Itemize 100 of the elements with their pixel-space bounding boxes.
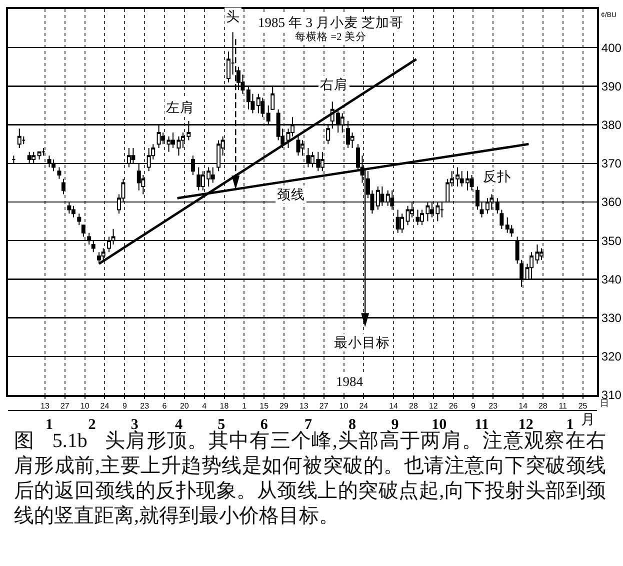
candlestick bbox=[67, 201, 72, 214]
candlestick bbox=[71, 205, 76, 218]
x-tick-label: 27 bbox=[60, 402, 70, 411]
candlestick bbox=[540, 248, 544, 260]
candlestick bbox=[406, 205, 410, 226]
candlestick bbox=[505, 216, 510, 234]
candlestick bbox=[535, 244, 540, 264]
candlestick bbox=[126, 147, 131, 168]
x-tick-label: 18 bbox=[220, 402, 230, 411]
candlestick bbox=[87, 232, 92, 245]
candlestick bbox=[376, 186, 380, 210]
candlestick bbox=[32, 151, 36, 164]
candlestick bbox=[296, 136, 300, 156]
candlestick bbox=[42, 147, 46, 156]
candlestick bbox=[256, 93, 260, 114]
candlestick bbox=[210, 166, 215, 184]
candlestick bbox=[386, 190, 390, 206]
candlestick bbox=[101, 248, 106, 260]
candlestick bbox=[416, 209, 420, 226]
x2-tick-label: 1 bbox=[566, 417, 574, 434]
annotation: 反扑 bbox=[483, 169, 511, 184]
y-tick-label: 320 bbox=[601, 350, 622, 364]
x2-tick-label: 4 bbox=[174, 417, 183, 434]
x-tick-label: 1 bbox=[242, 402, 247, 411]
annotation: 右肩 bbox=[320, 77, 348, 92]
annotation: 颈线 bbox=[277, 187, 305, 202]
x2-tick-label: 6 bbox=[260, 417, 268, 434]
annotation: 左肩 bbox=[166, 100, 194, 115]
candlestick bbox=[380, 186, 384, 206]
y-tick-label: 380 bbox=[601, 118, 622, 132]
x2-tick-label: 9 bbox=[391, 417, 399, 434]
x-tick-label: 28 bbox=[538, 402, 548, 411]
annotation: 最小目标 bbox=[334, 335, 390, 350]
y-tick-label: 370 bbox=[601, 156, 622, 171]
x-tick-label: 14 bbox=[518, 402, 528, 411]
candlestick bbox=[91, 240, 96, 253]
candlestick bbox=[326, 124, 330, 145]
candlestick bbox=[146, 147, 151, 172]
x-tick-label: 14 bbox=[389, 402, 399, 411]
candlestick bbox=[440, 201, 444, 218]
y-tick-label: 400 bbox=[601, 40, 622, 55]
x2-tick-label: 7 bbox=[304, 417, 312, 434]
y-tick-label: 350 bbox=[601, 234, 622, 248]
y-tick-label: 390 bbox=[601, 79, 622, 94]
candlestick bbox=[390, 190, 394, 210]
x2-tick-label: 8 bbox=[348, 417, 356, 434]
y-tick-label: 340 bbox=[601, 272, 622, 286]
y-tick-label: 330 bbox=[601, 310, 622, 325]
x2-tick-label: 2 bbox=[88, 417, 96, 434]
candlestick bbox=[190, 155, 195, 176]
candlestick bbox=[260, 97, 265, 118]
candlestick bbox=[136, 162, 141, 191]
candlestick bbox=[196, 166, 201, 191]
text: 每横格 =2 美分 bbox=[295, 30, 366, 43]
candlestick bbox=[400, 213, 404, 234]
x-tick-label: 23 bbox=[488, 402, 498, 411]
x-tick-label: 24 bbox=[359, 402, 369, 411]
candlestick bbox=[52, 159, 56, 172]
candlestick bbox=[476, 186, 480, 210]
candlestick bbox=[216, 140, 221, 172]
candlestick bbox=[37, 151, 42, 160]
x-tick-label: 9 bbox=[470, 402, 476, 411]
annotation: 1984 bbox=[336, 374, 364, 389]
x-tick-label: 6 bbox=[162, 402, 168, 411]
candlestick bbox=[346, 120, 350, 148]
x-tick-label: 24 bbox=[100, 402, 110, 411]
x-tick-label: 23 bbox=[140, 402, 150, 411]
candlestick bbox=[61, 178, 66, 195]
x-tick-label: 9 bbox=[122, 402, 128, 411]
x2-tick-label: 1 bbox=[46, 417, 54, 434]
candlestick bbox=[166, 136, 171, 152]
x-tick-label: 11 bbox=[558, 402, 568, 411]
candlestick bbox=[47, 155, 52, 168]
candlestick bbox=[57, 166, 62, 180]
x2-axis-title: 月 bbox=[581, 413, 595, 428]
candlestick bbox=[236, 66, 240, 91]
candlestick bbox=[306, 147, 310, 168]
candlestick bbox=[490, 194, 494, 210]
x-tick-label: 4 bbox=[202, 402, 208, 411]
y-tick-label: 360 bbox=[601, 195, 622, 210]
x-tick-label: 13 bbox=[299, 402, 309, 411]
annotation: 头 bbox=[226, 9, 240, 24]
candlestick bbox=[396, 209, 400, 234]
candlestick bbox=[12, 155, 16, 164]
x-tick-label: 13 bbox=[40, 402, 50, 411]
candlestick bbox=[131, 147, 136, 164]
candlestick bbox=[470, 174, 474, 191]
x-tick-label: 15 bbox=[260, 402, 270, 411]
x-tick-label: 10 bbox=[80, 402, 90, 411]
candlestick bbox=[77, 213, 82, 226]
x-tick-label: 10 bbox=[339, 402, 349, 411]
candlestick bbox=[246, 86, 250, 110]
x-tick-label: 26 bbox=[448, 402, 458, 411]
candlestick bbox=[320, 151, 324, 172]
candlestick bbox=[156, 124, 161, 148]
candlestick bbox=[17, 128, 22, 148]
x-tick-label: 12 bbox=[428, 402, 438, 411]
candlestick bbox=[27, 151, 32, 164]
x-tick-label: 28 bbox=[409, 402, 418, 411]
x-tick-label: 25 bbox=[578, 402, 588, 411]
